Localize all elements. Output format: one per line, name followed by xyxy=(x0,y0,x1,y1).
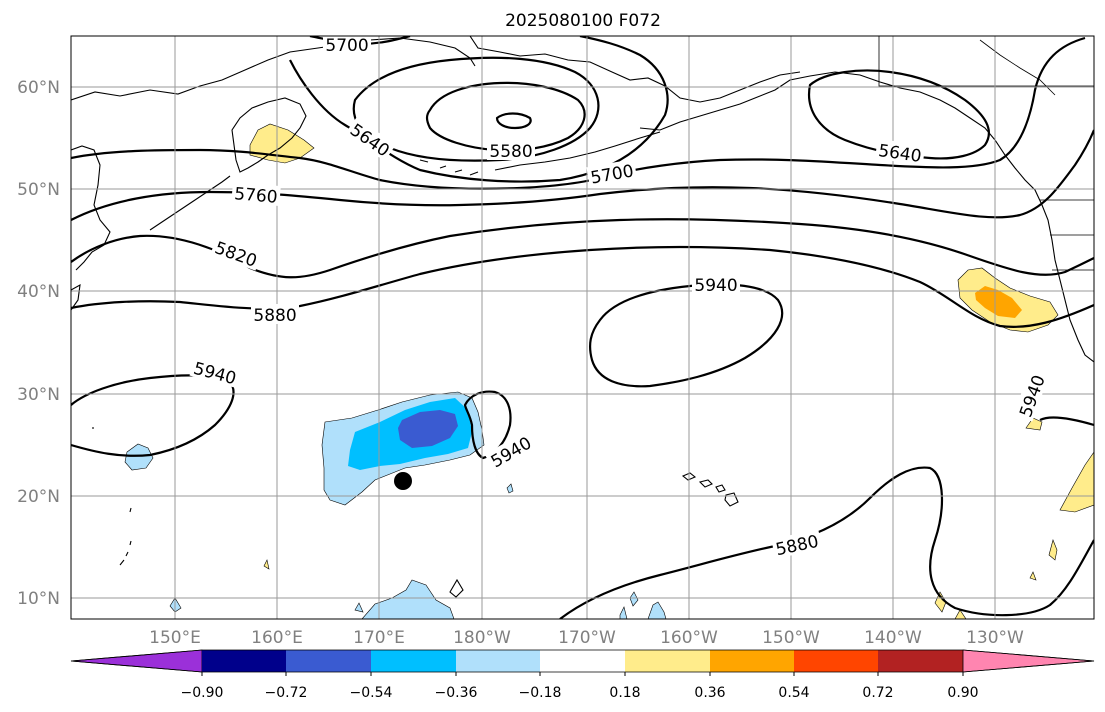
contour-label-text: 5940 xyxy=(694,276,737,296)
colorbar-tick-label: −0.72 xyxy=(265,685,308,701)
negative-anomaly-small-8 xyxy=(354,602,364,613)
contour-label-text: 5760 xyxy=(233,184,278,208)
colorbar-segment xyxy=(710,650,794,672)
contour-label-bg xyxy=(210,235,263,271)
longitude-labels: 150°E 160°E 170°E 180°W 170°W 160°W 150°W 140°W… xyxy=(149,628,1024,648)
colorbar-tick-label: −0.54 xyxy=(350,685,393,701)
lon-tick-label: 130°W xyxy=(966,628,1024,648)
contour-label-bg xyxy=(251,304,299,324)
contour-label-bg xyxy=(345,117,396,162)
lat-tick-label: 50°N xyxy=(17,180,60,200)
contour-label-bg xyxy=(487,140,535,160)
contour-label: 5580 xyxy=(487,140,535,162)
negative-anomaly-small-6 xyxy=(629,591,639,607)
map-area xyxy=(71,36,1094,619)
colorbar-tick-label: 0.54 xyxy=(778,685,809,701)
colorbar-segment xyxy=(286,650,371,672)
lon-tick-label: 140°W xyxy=(864,628,922,648)
contour-label: 5880 xyxy=(251,304,299,326)
colorbar-segment xyxy=(371,650,456,672)
lon-tick-label: 160°W xyxy=(660,628,718,648)
colorbar-segment xyxy=(202,650,286,672)
colorbar-tick-label: −0.36 xyxy=(435,685,478,701)
contour-label-bg xyxy=(771,529,823,559)
contour-label: 5940 xyxy=(692,274,740,296)
colorbar: −0.90 −0.72 −0.54 −0.36 −0.18 0.18 0.36 0.54 0.7… xyxy=(70,649,1095,701)
contour-label-bg xyxy=(1013,369,1049,422)
contour-label: 5640 xyxy=(874,138,926,167)
lon-tick-label: 180°W xyxy=(453,628,511,648)
contour-label: 5700 xyxy=(586,158,638,189)
lat-tick-label: 40°N xyxy=(17,282,60,302)
contour-label-text: 5700 xyxy=(325,36,368,56)
contour-label-bg xyxy=(231,181,281,207)
contour-label-bg xyxy=(874,138,926,166)
positive-anomaly-east-1 xyxy=(1059,451,1094,513)
negative-anomaly-small-2 xyxy=(361,579,455,619)
colorbar-segment xyxy=(625,650,710,672)
positive-anomaly-east-6 xyxy=(1029,571,1037,581)
lat-tick-label: 30°N xyxy=(17,385,60,405)
lon-tick-label: 150°E xyxy=(149,628,201,648)
colorbar-segment xyxy=(456,650,540,672)
contour-label-text: 5580 xyxy=(489,142,532,162)
graticule xyxy=(71,36,1094,619)
colorbar-tick-label: 0.90 xyxy=(947,685,978,701)
positive-anomaly-medium xyxy=(975,286,1022,318)
colorbar-segment xyxy=(878,650,963,672)
negative-anomaly-small-5 xyxy=(506,483,514,494)
negative-anomaly-small-7 xyxy=(619,606,628,619)
lon-tick-label: 170°E xyxy=(353,628,405,648)
lat-tick-label: 10°N xyxy=(17,589,60,609)
positive-anomaly-east-2 xyxy=(1025,417,1043,431)
lon-tick-label: 150°W xyxy=(762,628,820,648)
positive-anomaly-east-5 xyxy=(954,609,967,619)
colorbar-tick-label: 0.72 xyxy=(862,685,893,701)
colorbar-tick-label: −0.90 xyxy=(181,685,224,701)
positive-anomaly-east-3 xyxy=(1048,539,1058,561)
contour-label-bg xyxy=(323,34,371,54)
colorbar-extend-high xyxy=(962,649,1095,673)
colorbar-extend-low xyxy=(70,649,203,673)
contour-label-bg xyxy=(484,430,537,472)
political-borders xyxy=(878,36,1094,271)
map-title: 2025080100 F072 xyxy=(505,11,661,31)
lat-tick-label: 20°N xyxy=(17,487,60,507)
colorbar-tick-label: 0.36 xyxy=(694,685,725,701)
lat-tick-label: 60°N xyxy=(17,78,60,98)
colorbar-tick-label: −0.18 xyxy=(519,685,562,701)
lon-tick-label: 170°W xyxy=(558,628,616,648)
colorbar-segment xyxy=(794,650,878,672)
negative-anomaly-small-3 xyxy=(647,601,667,619)
contour-label-bg xyxy=(586,158,638,188)
contour-label: 5760 xyxy=(231,181,281,208)
map-frame xyxy=(70,35,1095,620)
storm-position-marker xyxy=(394,472,412,490)
latitude-labels: 60°N 50°N 40°N 30°N 20°N 10°N xyxy=(17,78,60,609)
contour-label: 5700 xyxy=(323,34,371,56)
contour-label-text: 5880 xyxy=(253,306,296,326)
contour-label-bg xyxy=(189,356,242,388)
colorbar-tick-label: 0.18 xyxy=(609,685,640,701)
negative-anomaly-strong xyxy=(398,410,458,448)
positive-anomaly-west-1 xyxy=(263,559,270,570)
contour-label-bg xyxy=(692,274,740,294)
colorbar-segment xyxy=(540,650,625,672)
negative-anomaly-small-1 xyxy=(124,443,154,471)
lon-tick-label: 160°E xyxy=(251,628,303,648)
